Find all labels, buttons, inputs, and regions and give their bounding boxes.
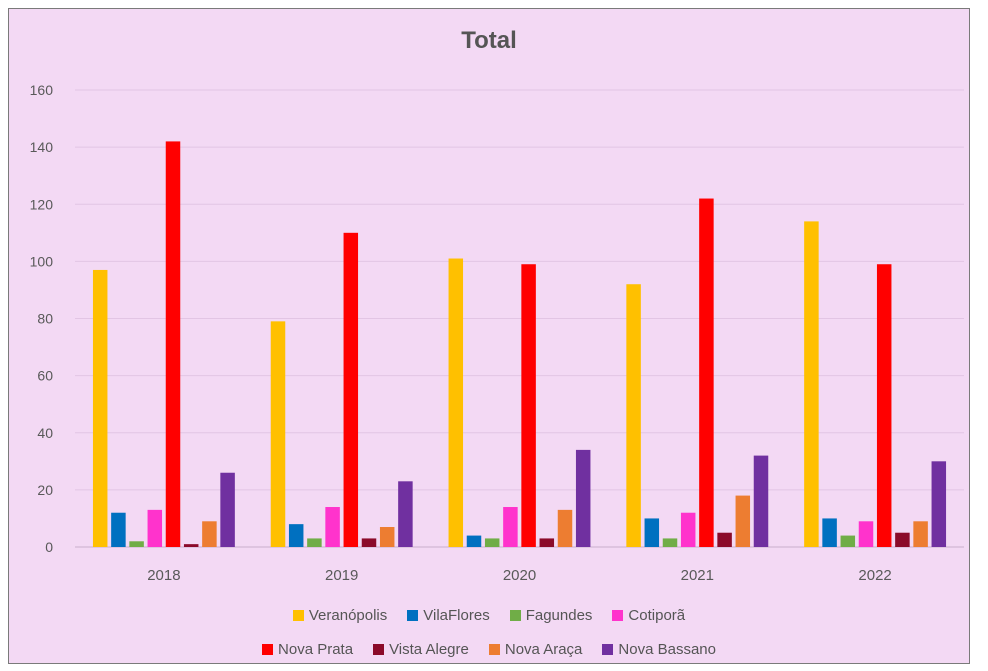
bar-veran-polis-2022 [804, 221, 819, 547]
y-tick-label: 80 [37, 311, 53, 327]
y-tick-label: 140 [30, 139, 54, 155]
legend-item: Nova Bassano [602, 641, 716, 658]
legend-swatch [373, 644, 385, 655]
bar-nova-ara-a-2020 [557, 509, 573, 547]
bar-vista-alegre-2019 [361, 538, 377, 547]
bar-vilaflores-2021 [644, 518, 660, 547]
bar-nova-prata-2018 [165, 141, 181, 547]
legend-item: Vista Alegre [373, 641, 469, 658]
bar-veran-polis-2020 [448, 258, 464, 547]
x-tick-label: 2018 [147, 567, 180, 584]
bar-fagundes-2022 [840, 535, 856, 547]
legend-row-2: Nova Prata Vista Alegre Nova Araça Nova Bas… [9, 641, 969, 658]
bar-nova-bassano-2019 [398, 481, 413, 547]
y-tick-label: 120 [30, 196, 54, 212]
x-tick-label: 2019 [325, 567, 358, 584]
bar-cotipor--2022 [858, 521, 874, 547]
bar-veran-polis-2018 [92, 269, 108, 547]
bar-nova-prata-2019 [343, 232, 359, 547]
legend-item: Fagundes [509, 607, 593, 624]
chart-title: Total [461, 27, 517, 54]
bar-nova-bassano-2018 [220, 472, 235, 547]
legend-label: Nova Bassano [618, 641, 716, 658]
legend-label: Veranópolis [308, 607, 388, 624]
legend-item: Nova Prata [262, 641, 353, 658]
bar-nova-ara-a-2019 [379, 527, 395, 547]
bar-nova-bassano-2021 [753, 455, 769, 547]
legend-row-1: Veranópolis VilaFlores Fagundes Cotiporã [9, 607, 969, 624]
legend-item: VilaFlores [407, 607, 490, 624]
y-tick-label: 100 [30, 253, 54, 269]
bar-nova-bassano-2020 [575, 449, 591, 547]
bar-nova-prata-2020 [521, 264, 536, 547]
bar-fagundes-2020 [484, 538, 500, 547]
legend-label: VilaFlores [423, 607, 490, 624]
bar-cotipor--2021 [680, 512, 696, 547]
x-tick-label: 2021 [681, 567, 714, 584]
bar-fagundes-2021 [662, 538, 678, 547]
legend-item: Veranópolis [292, 607, 388, 624]
bar-vilaflores-2022 [822, 518, 837, 547]
legend-swatch [292, 610, 304, 621]
y-tick-label: 20 [37, 482, 53, 498]
bar-fagundes-2018 [129, 541, 144, 547]
bar-nova-ara-a-2021 [735, 495, 751, 547]
bar-nova-ara-a-2018 [202, 521, 217, 547]
chart-frame: Total 0 20 40 60 80 100 120 140 160 2018 2019 2020 2… [8, 8, 970, 664]
legend-swatch [262, 644, 274, 655]
bar-nova-prata-2022 [876, 264, 892, 547]
legend-swatch [407, 610, 419, 621]
bar-vilaflores-2020 [466, 535, 482, 547]
legend-swatch [488, 644, 500, 655]
bar-vilaflores-2019 [288, 524, 304, 547]
y-tick-label: 60 [37, 368, 53, 384]
bar-vista-alegre-2020 [539, 538, 555, 547]
legend-label: Vista Alegre [389, 641, 469, 658]
bar-cotipor--2018 [147, 509, 163, 547]
bar-vista-alegre-2018 [183, 544, 199, 547]
y-tick-label: 40 [37, 425, 53, 441]
bar-veran-polis-2019 [270, 321, 286, 547]
bar-cotipor--2020 [503, 507, 518, 547]
legend-item: Cotiporã [612, 607, 685, 624]
bar-cotipor--2019 [325, 507, 340, 547]
bar-vista-alegre-2021 [717, 532, 732, 547]
bar-nova-prata-2021 [699, 198, 714, 547]
legend-label: Fagundes [525, 607, 593, 624]
bar-veran-polis-2021 [626, 284, 641, 547]
legend-label: Cotiporã [628, 607, 686, 624]
plot-area: 0 20 40 60 80 100 120 140 160 2018 2019 2020 2021 202… [30, 82, 964, 584]
legend-item: Nova Araça [488, 641, 583, 658]
x-tick-label: 2022 [858, 567, 891, 584]
bar-vilaflores-2018 [111, 512, 126, 547]
y-tick-label: 0 [45, 539, 53, 555]
bar-nova-bassano-2022 [931, 461, 947, 547]
legend-label: Nova Prata [278, 641, 354, 658]
legend-swatch [602, 644, 614, 655]
legend-swatch [612, 610, 624, 621]
x-tick-label: 2020 [503, 567, 536, 584]
bar-fagundes-2019 [307, 538, 322, 547]
legend-label: Nova Araça [504, 641, 583, 658]
bar-nova-ara-a-2022 [913, 521, 928, 547]
bar-vista-alegre-2022 [895, 532, 910, 547]
legend-swatch [509, 610, 521, 621]
y-tick-label: 160 [30, 82, 54, 98]
